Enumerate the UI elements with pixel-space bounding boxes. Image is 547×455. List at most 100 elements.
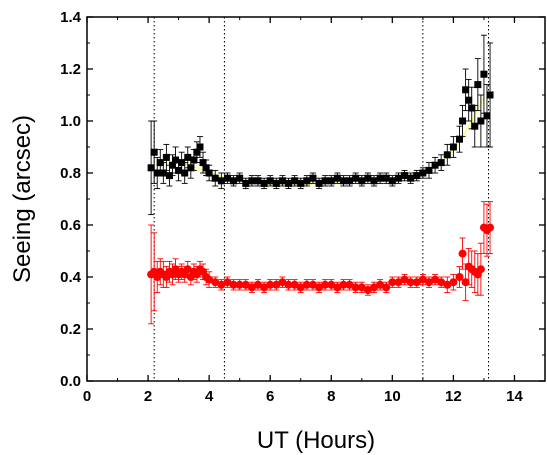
circle-point-67	[476, 265, 485, 274]
square-point-20	[211, 174, 219, 182]
x-tick-label-1: 2	[144, 388, 152, 405]
square-point-32	[285, 179, 293, 187]
circle-point-40	[333, 283, 342, 292]
square-point-68	[480, 70, 488, 78]
plot-frame	[86, 16, 546, 382]
circle-point-44	[357, 283, 366, 292]
square-point-30	[272, 179, 280, 187]
square-point-69	[483, 112, 491, 120]
square-point-27	[254, 177, 262, 185]
square-point-24	[236, 174, 244, 182]
square-point-46	[370, 177, 378, 185]
x-axis-title: UT (Hours)	[257, 427, 375, 454]
circle-point-39	[327, 280, 336, 289]
circle-point-25	[241, 280, 250, 289]
square-point-66	[474, 81, 482, 89]
circle-point-43	[351, 283, 360, 292]
square-point-55	[425, 166, 433, 174]
y-tick-label-4: 0.8	[60, 165, 81, 182]
square-point-10	[178, 159, 186, 167]
vertical-reference-lines	[153, 17, 490, 381]
circle-point-33	[290, 280, 299, 289]
square-point-62	[462, 86, 470, 94]
circle-point-54	[418, 275, 427, 284]
x-tick-label-6: 12	[445, 388, 462, 405]
square-point-15	[193, 148, 201, 156]
square-point-39	[327, 177, 335, 185]
circle-point-46	[370, 283, 379, 292]
square-point-34	[297, 179, 305, 187]
square-point-56	[431, 161, 439, 169]
square-point-37	[315, 179, 323, 187]
y-axis-ticks: 0.0 0.2 0.4 0.6 0.8 1.0 1.2 1.4	[60, 9, 545, 390]
square-point-59	[449, 143, 457, 151]
circle-point-62	[461, 278, 470, 287]
square-point-1	[150, 148, 158, 156]
square-point-7	[168, 161, 176, 169]
square-point-49	[388, 177, 396, 185]
circle-point-19	[205, 275, 214, 284]
square-point-58	[443, 151, 451, 159]
circle-point-52	[406, 278, 415, 287]
square-point-6	[165, 172, 173, 180]
square-point-53	[413, 172, 421, 180]
square-point-16	[196, 143, 204, 151]
circle-point-57	[437, 278, 446, 287]
circle-point-34	[296, 283, 305, 292]
square-point-35	[303, 177, 311, 185]
square-point-41	[339, 177, 347, 185]
y-tick-label-5: 1.0	[60, 113, 81, 130]
square-point-5	[162, 153, 170, 161]
square-point-22	[223, 174, 231, 182]
square-point-17	[199, 159, 207, 167]
x-tick-label-5: 10	[384, 388, 401, 405]
y-axis-title: Seeing (arcsec)	[9, 115, 36, 283]
square-point-9	[175, 166, 183, 174]
circle-point-26	[247, 283, 256, 292]
circle-point-70	[486, 223, 495, 232]
square-point-60	[456, 135, 464, 143]
x-tick-label-4: 8	[327, 388, 335, 405]
square-point-45	[364, 174, 372, 182]
x-tick-label-7: 14	[506, 388, 523, 405]
circle-point-38	[321, 280, 330, 289]
x-tick-label-3: 6	[266, 388, 274, 405]
square-point-67	[477, 117, 485, 125]
square-point-36	[309, 174, 317, 182]
square-point-48	[382, 174, 390, 182]
square-point-26	[248, 177, 256, 185]
square-point-12	[184, 153, 192, 161]
circle-point-48	[382, 283, 391, 292]
fit-curve	[154, 97, 485, 186]
circle-point-30	[272, 280, 281, 289]
circle-point-59	[449, 278, 458, 287]
circle-point-60	[455, 273, 464, 281]
y-tick-label-3: 0.6	[60, 217, 81, 234]
square-point-64	[468, 104, 476, 112]
square-point-50	[394, 174, 402, 182]
square-point-54	[419, 169, 427, 177]
circle-point-41	[339, 280, 348, 289]
y-tick-label-0: 0.0	[60, 373, 81, 390]
circle-point-31	[278, 278, 287, 287]
square-point-11	[181, 169, 189, 177]
circle-point-53	[412, 278, 421, 287]
circle-point-55	[424, 278, 433, 287]
square-point-31	[278, 177, 286, 185]
y-tick-label-2: 0.4	[60, 269, 82, 286]
square-point-61	[459, 117, 467, 125]
circle-point-42	[345, 280, 354, 289]
circle-point-50	[394, 278, 403, 287]
y-tick-label-7: 1.4	[60, 9, 82, 26]
fit-line	[154, 97, 485, 186]
square-point-4	[159, 169, 167, 177]
circle-point-22	[223, 278, 232, 287]
square-point-21	[217, 177, 225, 185]
square-point-63	[465, 96, 473, 104]
square-point-14	[190, 156, 198, 164]
square-point-19	[205, 169, 213, 177]
square-point-8	[172, 156, 180, 164]
y-tick-label-1: 0.2	[60, 321, 81, 338]
square-point-29	[266, 177, 274, 185]
